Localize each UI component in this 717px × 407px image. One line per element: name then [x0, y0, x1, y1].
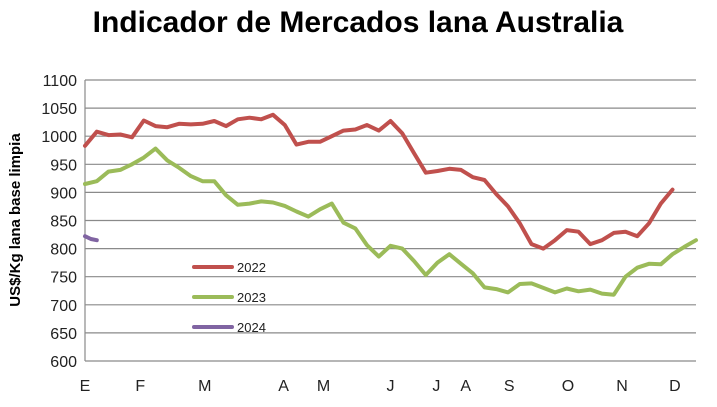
y-tick-label: 800: [50, 242, 77, 259]
series-lines: [83, 112, 698, 297]
x-tick-label: M: [317, 378, 330, 395]
y-tick-label: 1000: [41, 129, 77, 146]
x-tick-label: S: [504, 378, 515, 395]
series-line-2023: [83, 146, 698, 297]
y-tick-label: 900: [50, 185, 77, 202]
y-tick-label: 700: [50, 298, 77, 315]
y-axis-label: US$/Kg lana base limpia: [7, 133, 24, 307]
series-line-2024: [83, 234, 99, 243]
x-tick-label: D: [669, 378, 681, 395]
x-tick-label: J: [387, 378, 395, 395]
gridlines: [84, 79, 696, 362]
x-tick-label: F: [135, 378, 145, 395]
y-tick-labels: 600 650 700 750 800 850 900 950 1000 1050 1100: [41, 73, 77, 371]
legend-label: 2022: [237, 260, 266, 275]
y-tick-label: 600: [50, 354, 77, 371]
legend-label: 2023: [237, 290, 266, 305]
x-tick-label: A: [460, 378, 471, 395]
x-tick-label: E: [80, 378, 91, 395]
y-tick-label: 1050: [41, 101, 77, 118]
chart-title: Indicador de Mercados lana Australia: [93, 6, 624, 39]
y-tick-label: 850: [50, 214, 77, 231]
x-tick-label: N: [616, 378, 628, 395]
y-tick-label: 1100: [43, 73, 78, 90]
x-tick-label: O: [562, 378, 574, 395]
legend: 2022 2023 2024: [192, 260, 266, 335]
legend-label: 2024: [237, 320, 266, 335]
y-tick-label: 750: [50, 270, 77, 287]
y-tick-label: 950: [50, 157, 77, 174]
x-tick-label: A: [278, 378, 289, 395]
x-tick-label: J: [432, 378, 440, 395]
y-tick-label: 650: [50, 326, 77, 343]
series-line-2022: [83, 112, 675, 251]
x-tick-label: M: [198, 378, 211, 395]
